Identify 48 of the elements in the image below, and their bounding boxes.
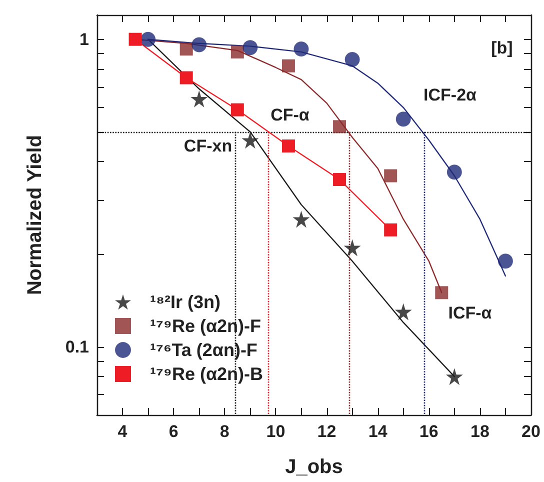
point: [435, 286, 448, 300]
annotation: ICF-2α: [424, 86, 478, 104]
x-tick-label: 4: [118, 422, 128, 441]
point: [192, 37, 207, 52]
point: [230, 45, 244, 58]
point: [180, 42, 193, 56]
point: [190, 90, 208, 108]
x-tick-label: 18: [470, 422, 490, 441]
legend-label: ¹⁸²Ir (3n): [150, 292, 221, 312]
y-axis-title: Normalized Yield: [24, 134, 46, 296]
point: [384, 223, 398, 236]
legend-label: ¹⁷⁹Re (α2n)-F: [150, 316, 262, 336]
y-tick-label: 1: [80, 30, 89, 49]
point: [498, 254, 513, 269]
x-tick-label: 16: [419, 422, 438, 441]
point: [344, 239, 361, 256]
y-tick-label: 0.1: [65, 337, 89, 356]
point: [230, 103, 244, 116]
point: [140, 32, 156, 47]
point: [242, 132, 259, 149]
point: [344, 52, 360, 67]
point: [384, 169, 398, 182]
x-tick-label: 20: [522, 422, 540, 441]
point: [282, 139, 295, 152]
point: [180, 71, 193, 84]
point: [394, 303, 412, 320]
x-axis-title: J_obs: [285, 456, 343, 478]
annotation: ICF-α: [448, 304, 492, 322]
point: [446, 164, 462, 180]
x-tick-label: 10: [266, 422, 286, 441]
point: [446, 368, 463, 386]
point: [292, 210, 310, 228]
annotation: [b]: [491, 38, 513, 58]
x-tick-label: 6: [168, 422, 178, 441]
legend-label: ¹⁷⁹Re (α2n)-B: [150, 364, 264, 384]
point: [282, 59, 295, 72]
point: [333, 120, 346, 134]
point: [128, 32, 142, 46]
point: [333, 173, 346, 186]
point: [242, 40, 258, 56]
x-tick-label: 8: [220, 422, 230, 441]
x-tick-label: 12: [317, 422, 336, 441]
point: [396, 112, 411, 127]
annotation: CF-α: [270, 106, 310, 124]
point: [294, 42, 309, 57]
x-tick-label: 14: [368, 422, 388, 441]
legend-label: ¹⁷⁶Ta (2αn)-F: [150, 340, 258, 360]
annotation: CF-xn: [184, 136, 232, 156]
